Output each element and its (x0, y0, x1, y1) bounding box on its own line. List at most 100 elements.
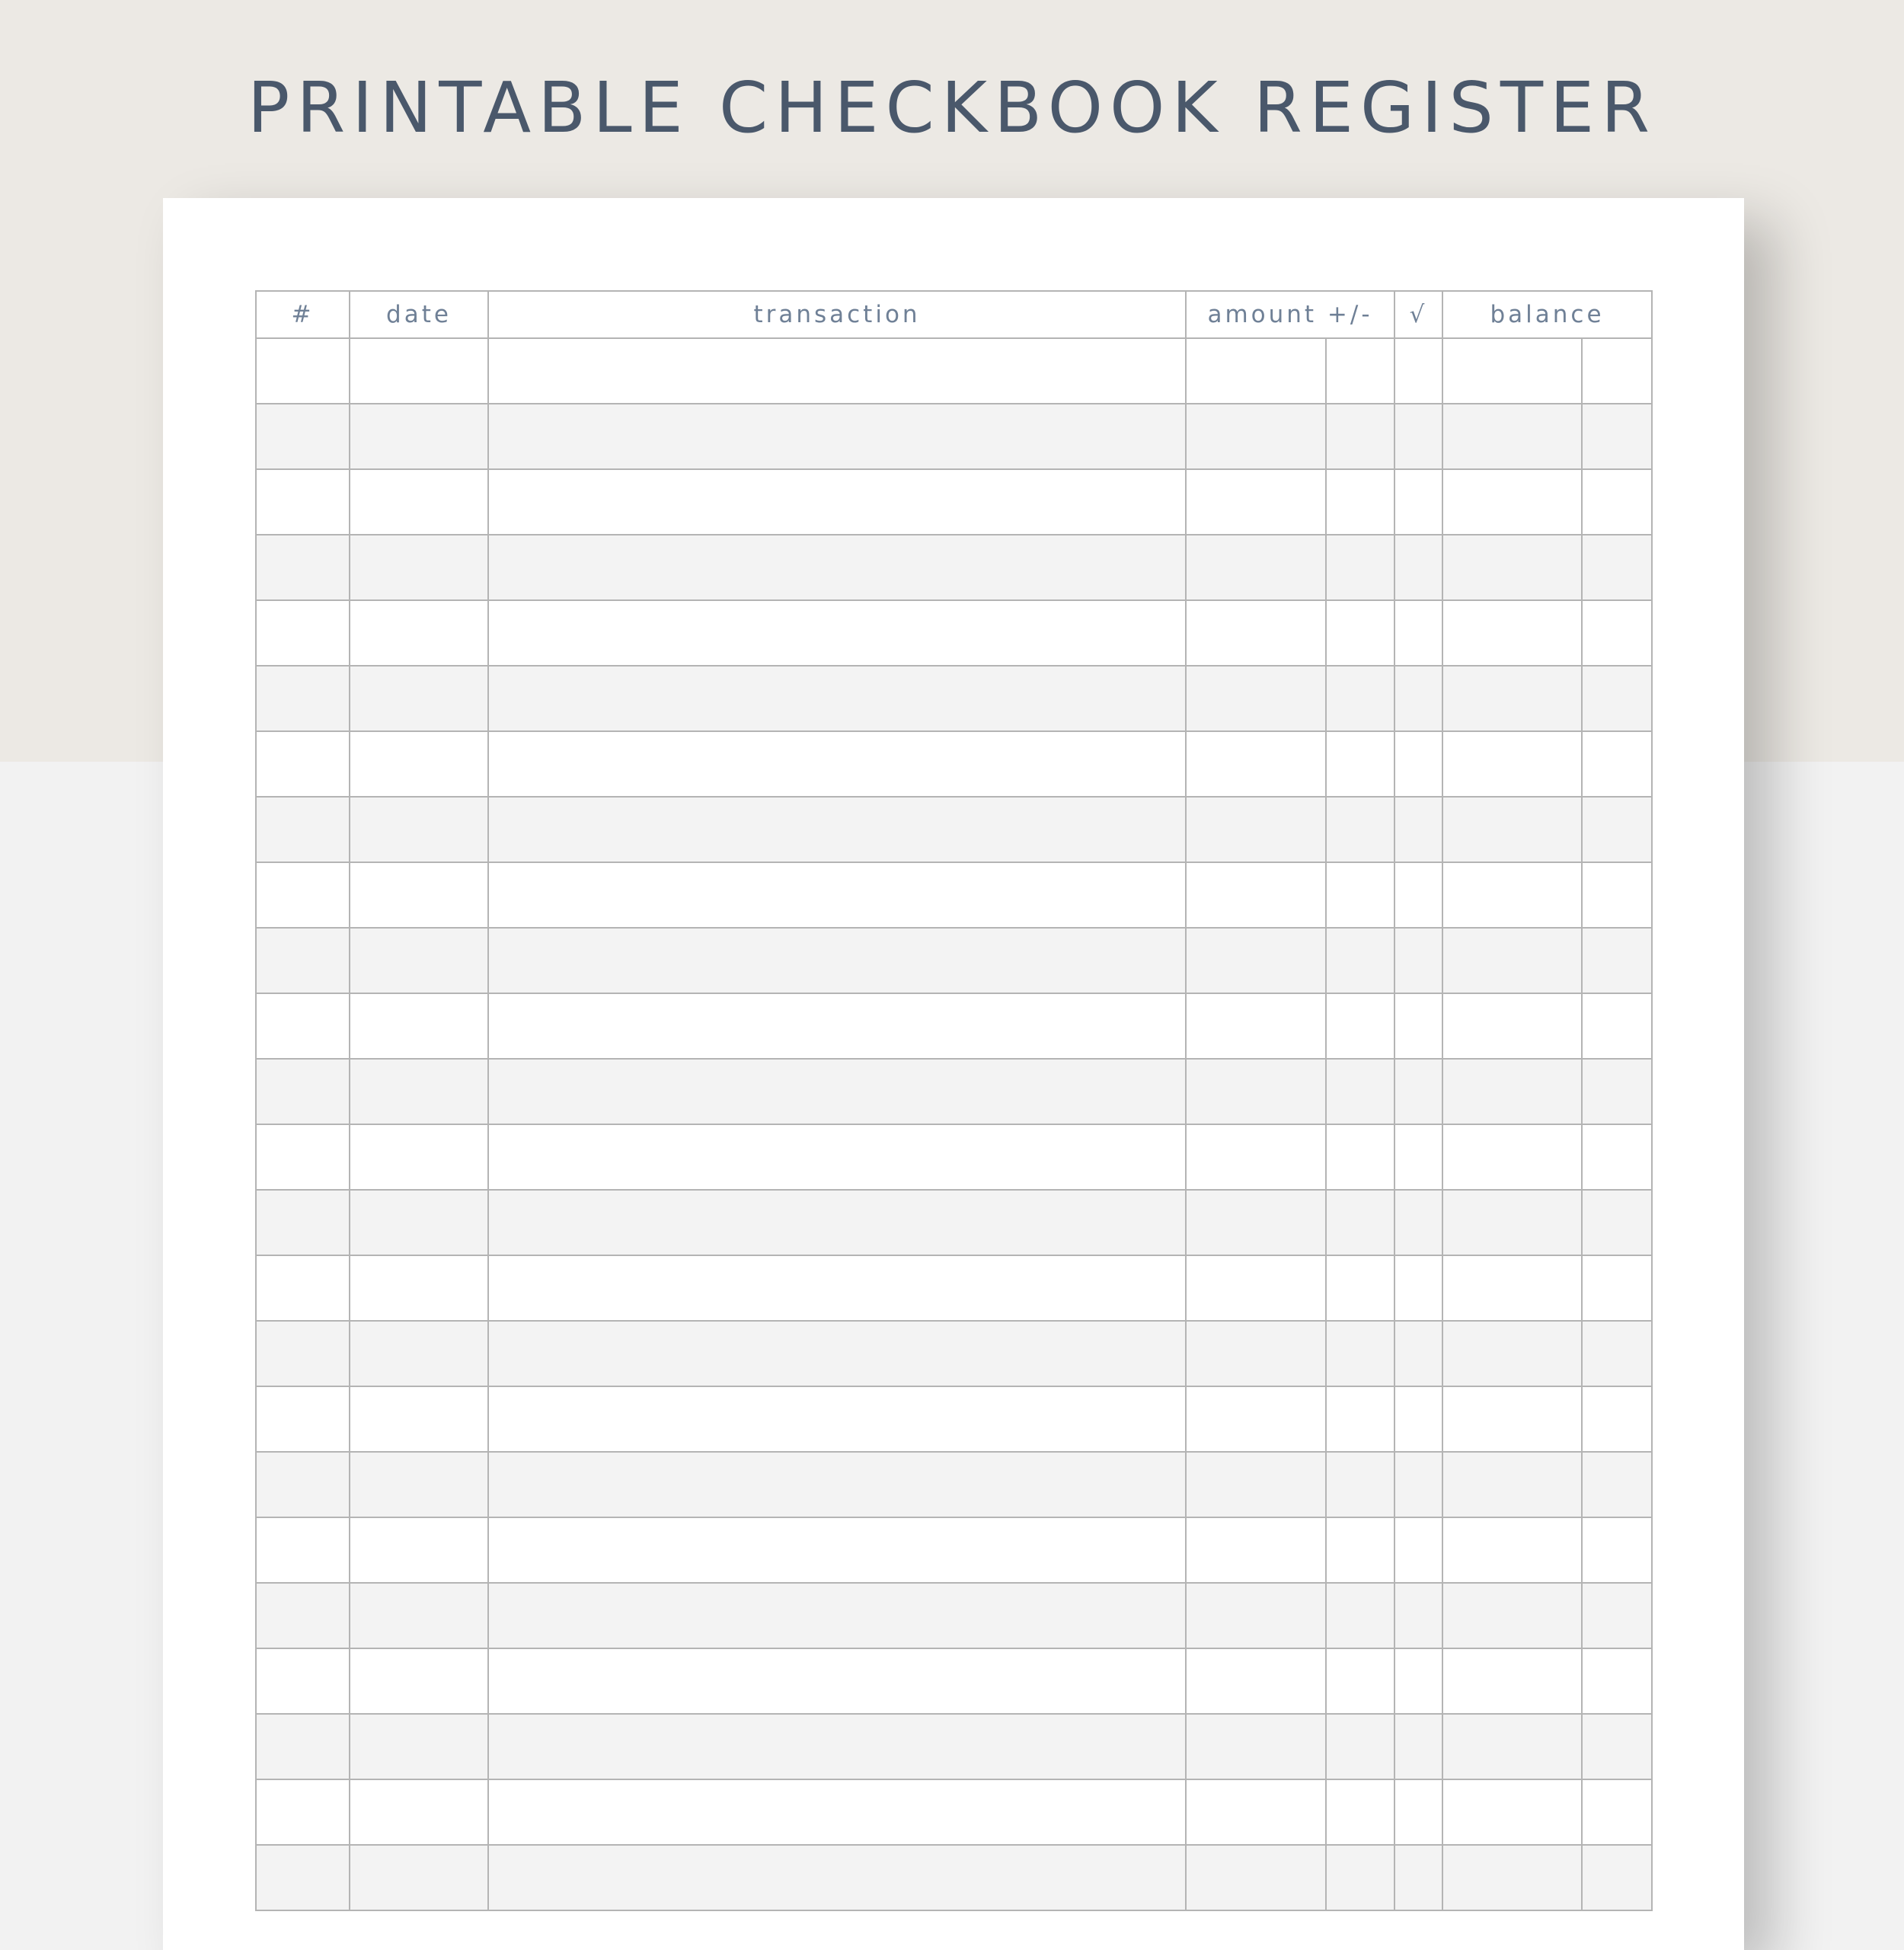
balance-cell[interactable] (1442, 1255, 1583, 1322)
amount-cents-cell[interactable] (1325, 1189, 1395, 1256)
amount-cents-cell[interactable] (1325, 1582, 1395, 1649)
check-cell[interactable] (1394, 927, 1443, 994)
amount-cents-cell[interactable] (1325, 1451, 1395, 1518)
date-cell[interactable] (349, 730, 489, 798)
number-cell[interactable] (255, 1058, 350, 1125)
amount-cell[interactable] (1185, 1386, 1327, 1453)
number-cell[interactable] (255, 1713, 350, 1780)
date-cell[interactable] (349, 599, 489, 667)
amount-cents-cell[interactable] (1325, 599, 1395, 667)
transaction-cell[interactable] (487, 1386, 1187, 1453)
balance-cents-cell[interactable] (1581, 1517, 1653, 1584)
date-cell[interactable] (349, 1189, 489, 1256)
number-cell[interactable] (255, 665, 350, 732)
transaction-cell[interactable] (487, 1451, 1187, 1518)
amount-cell[interactable] (1185, 1189, 1327, 1256)
number-cell[interactable] (255, 1779, 350, 1846)
balance-cents-cell[interactable] (1581, 1386, 1653, 1453)
amount-cents-cell[interactable] (1325, 730, 1395, 798)
transaction-cell[interactable] (487, 1844, 1187, 1911)
check-cell[interactable] (1394, 1451, 1443, 1518)
transaction-cell[interactable] (487, 665, 1187, 732)
transaction-cell[interactable] (487, 534, 1187, 601)
balance-cents-cell[interactable] (1581, 1779, 1653, 1846)
amount-cell[interactable] (1185, 1058, 1327, 1125)
balance-cell[interactable] (1442, 993, 1583, 1060)
number-cell[interactable] (255, 1255, 350, 1322)
transaction-cell[interactable] (487, 1320, 1187, 1387)
date-cell[interactable] (349, 927, 489, 994)
amount-cell[interactable] (1185, 1124, 1327, 1191)
balance-cents-cell[interactable] (1581, 665, 1653, 732)
balance-cents-cell[interactable] (1581, 1648, 1653, 1715)
amount-cents-cell[interactable] (1325, 1255, 1395, 1322)
date-cell[interactable] (349, 1386, 489, 1453)
amount-cell[interactable] (1185, 403, 1327, 470)
number-cell[interactable] (255, 1189, 350, 1256)
balance-cell[interactable] (1442, 337, 1583, 404)
amount-cents-cell[interactable] (1325, 665, 1395, 732)
number-cell[interactable] (255, 599, 350, 667)
check-cell[interactable] (1394, 1386, 1443, 1453)
transaction-cell[interactable] (487, 468, 1187, 535)
balance-cents-cell[interactable] (1581, 1124, 1653, 1191)
amount-cents-cell[interactable] (1325, 1058, 1395, 1125)
balance-cell[interactable] (1442, 927, 1583, 994)
balance-cell[interactable] (1442, 862, 1583, 929)
check-cell[interactable] (1394, 1255, 1443, 1322)
transaction-cell[interactable] (487, 1124, 1187, 1191)
amount-cents-cell[interactable] (1325, 1844, 1395, 1911)
amount-cents-cell[interactable] (1325, 796, 1395, 863)
check-cell[interactable] (1394, 1517, 1443, 1584)
amount-cents-cell[interactable] (1325, 1386, 1395, 1453)
balance-cell[interactable] (1442, 796, 1583, 863)
check-cell[interactable] (1394, 1844, 1443, 1911)
balance-cell[interactable] (1442, 1844, 1583, 1911)
balance-cents-cell[interactable] (1581, 927, 1653, 994)
balance-cell[interactable] (1442, 1451, 1583, 1518)
number-cell[interactable] (255, 927, 350, 994)
date-cell[interactable] (349, 403, 489, 470)
balance-cents-cell[interactable] (1581, 796, 1653, 863)
date-cell[interactable] (349, 1124, 489, 1191)
balance-cell[interactable] (1442, 665, 1583, 732)
balance-cents-cell[interactable] (1581, 1582, 1653, 1649)
date-cell[interactable] (349, 1058, 489, 1125)
check-cell[interactable] (1394, 403, 1443, 470)
transaction-cell[interactable] (487, 1255, 1187, 1322)
balance-cell[interactable] (1442, 1386, 1583, 1453)
amount-cell[interactable] (1185, 796, 1327, 863)
transaction-cell[interactable] (487, 1517, 1187, 1584)
amount-cell[interactable] (1185, 1779, 1327, 1846)
amount-cell[interactable] (1185, 730, 1327, 798)
balance-cell[interactable] (1442, 730, 1583, 798)
amount-cell[interactable] (1185, 1320, 1327, 1387)
number-cell[interactable] (255, 862, 350, 929)
balance-cents-cell[interactable] (1581, 468, 1653, 535)
transaction-cell[interactable] (487, 1058, 1187, 1125)
amount-cell[interactable] (1185, 337, 1327, 404)
check-cell[interactable] (1394, 665, 1443, 732)
balance-cell[interactable] (1442, 468, 1583, 535)
transaction-cell[interactable] (487, 796, 1187, 863)
balance-cents-cell[interactable] (1581, 1451, 1653, 1518)
date-cell[interactable] (349, 1255, 489, 1322)
amount-cents-cell[interactable] (1325, 534, 1395, 601)
amount-cell[interactable] (1185, 1713, 1327, 1780)
amount-cents-cell[interactable] (1325, 337, 1395, 404)
date-cell[interactable] (349, 1320, 489, 1387)
amount-cell[interactable] (1185, 665, 1327, 732)
transaction-cell[interactable] (487, 927, 1187, 994)
number-cell[interactable] (255, 993, 350, 1060)
date-cell[interactable] (349, 1648, 489, 1715)
check-cell[interactable] (1394, 1648, 1443, 1715)
balance-cents-cell[interactable] (1581, 1844, 1653, 1911)
transaction-cell[interactable] (487, 1582, 1187, 1649)
balance-cell[interactable] (1442, 1124, 1583, 1191)
amount-cell[interactable] (1185, 1255, 1327, 1322)
number-cell[interactable] (255, 1451, 350, 1518)
number-cell[interactable] (255, 730, 350, 798)
amount-cents-cell[interactable] (1325, 927, 1395, 994)
date-cell[interactable] (349, 534, 489, 601)
amount-cents-cell[interactable] (1325, 1713, 1395, 1780)
